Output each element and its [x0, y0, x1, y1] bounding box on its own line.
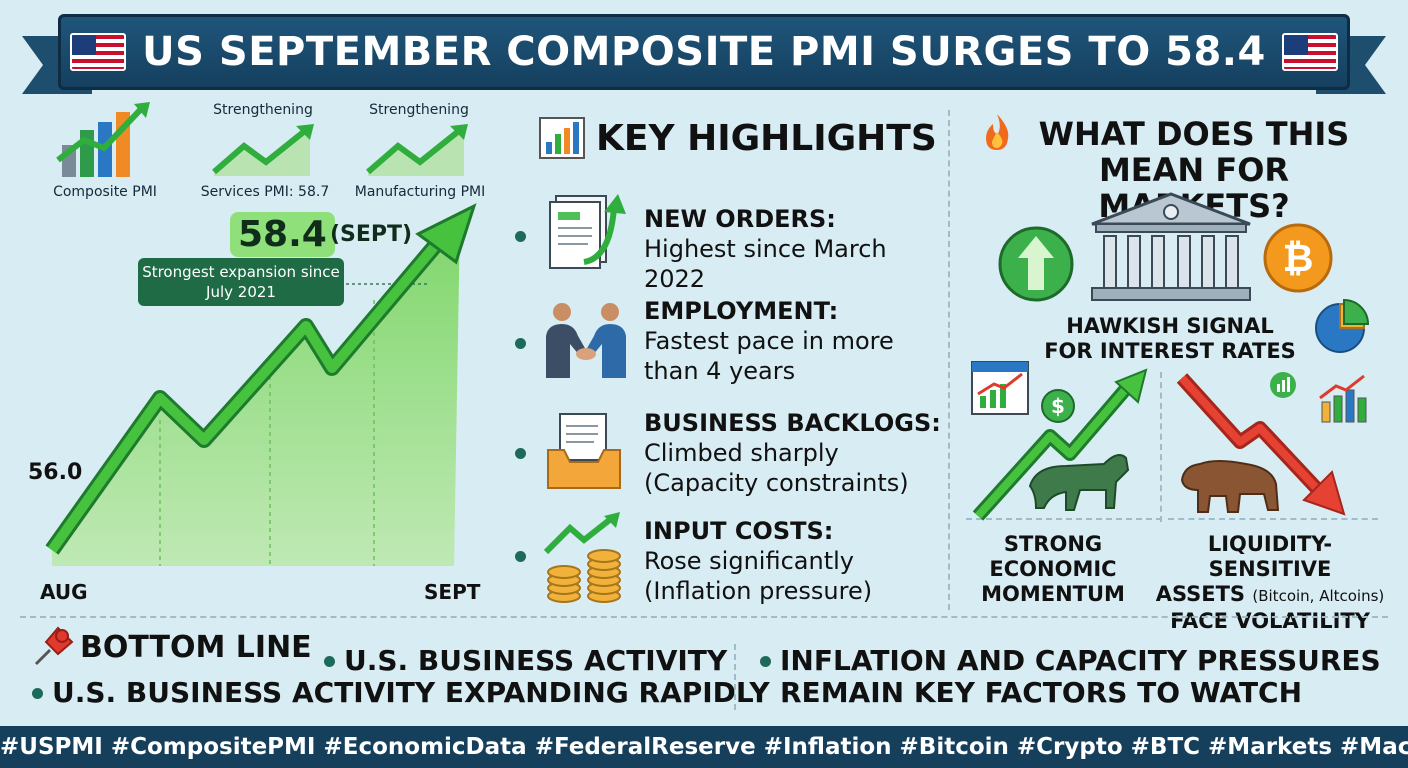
services-strength-label: Strengthening: [213, 102, 313, 118]
column-divider: [948, 110, 950, 610]
bitcoin-icon: ₿: [1263, 223, 1333, 293]
pmi-period: (SEPT): [330, 222, 413, 247]
highlight-heading: INPUT COSTS:: [644, 517, 834, 545]
highlight-body: Rose significantly (Inflation pressure): [644, 547, 873, 605]
pushpin-icon: [34, 626, 74, 666]
section-divider: [1168, 518, 1378, 520]
bitcoin-symbol: ₿: [1283, 236, 1314, 280]
page-title: US SEPTEMBER COMPOSITE PMI SURGES TO 58.…: [142, 29, 1266, 75]
bull-arrow-icon: [972, 368, 1148, 521]
x-axis-end: SEPT: [424, 580, 481, 604]
bear-label-assets: ASSETS: [1155, 582, 1246, 606]
highlight-body: Climbed sharply (Capacity constraints): [644, 439, 909, 497]
highlights-title: KEY HIGHLIGHTS: [596, 118, 937, 159]
bullet: [760, 656, 771, 667]
growth-chart-window-icon: [971, 361, 1029, 415]
bullet: [515, 231, 526, 242]
bear-arrow-icon: [1176, 373, 1346, 516]
hawkish-label: HAWKISH SIGNAL FOR INTEREST RATES: [1044, 314, 1296, 363]
coins-icon: [543, 512, 621, 603]
highlight-heading: BUSINESS BACKLOGS:: [644, 409, 941, 437]
start-value-label: 56.0: [28, 460, 83, 485]
services-pmi-label: Services PMI: 58.7: [200, 184, 330, 200]
up-arrow-circle-icon: [998, 226, 1074, 302]
header-banner: US SEPTEMBER COMPOSITE PMI SURGES TO 58.…: [22, 14, 1386, 100]
bear-label-line1: LIQUIDITY-SENSITIVE: [1207, 532, 1333, 581]
highlight-item: NEW ORDERS:: [644, 204, 944, 234]
manufacturing-pmi-label: Manufacturing PMI: [354, 184, 486, 200]
chart-arrow-head: [415, 203, 477, 265]
bullet: [324, 656, 335, 667]
us-flag-icon: [70, 33, 127, 71]
bear-label-small: (Bitcoin, Altcoins): [1252, 587, 1385, 605]
bear-label-line2: ASSETS (Bitcoin, Altcoins): [1152, 582, 1388, 609]
bullet: [515, 338, 526, 349]
bank-building-icon: [1091, 192, 1251, 301]
highlight-body: Fastest pace in more than 4 years: [644, 327, 894, 385]
bear-label: LIQUIDITY-SENSITIVE ASSETS (Bitcoin, Alt…: [1152, 532, 1388, 634]
bullet: [515, 551, 526, 562]
growth-bars-icon: [1319, 374, 1367, 423]
pmi-chart: [45, 203, 477, 566]
bottom-line-c2: REMAIN KEY FACTORS TO WATCH: [780, 676, 1303, 709]
pmi-value: 58.4: [230, 212, 335, 257]
composite-pmi-icon: [56, 102, 150, 177]
highlight-heading: NEW ORDERS:: [644, 205, 836, 233]
bull-label: STRONG ECONOMIC MOMENTUM: [981, 532, 1125, 606]
section-divider: [966, 518, 1162, 520]
mini-chart-icon: [1270, 372, 1296, 398]
banner-box: US SEPTEMBER COMPOSITE PMI SURGES TO 58.…: [58, 14, 1350, 90]
pie-chart-icon: [1315, 298, 1370, 353]
handshake-icon: [546, 303, 626, 378]
section-divider: [20, 616, 1388, 618]
trend-up-icon: [366, 124, 468, 176]
trend-up-icon: [212, 124, 314, 176]
composite-pmi-label: Composite PMI: [53, 184, 157, 200]
bottom-line-b: U.S. BUSINESS ACTIVITY EXPANDING RAPIDLY: [52, 676, 770, 709]
document-growth-icon: [549, 194, 626, 269]
bottom-line-a: U.S. BUSINESS ACTIVITY: [344, 644, 728, 677]
highlight-heading: EMPLOYMENT:: [644, 297, 839, 325]
inbox-tray-icon: [547, 413, 621, 489]
bullet: [515, 448, 526, 459]
chart-bars-icon: [539, 117, 585, 159]
bullet: [32, 688, 43, 699]
callout-strongest: Strongest expansion since July 2021: [138, 258, 344, 306]
bottom-line-c1: INFLATION AND CAPACITY PRESSURES: [780, 644, 1381, 677]
fire-icon: [986, 114, 1009, 150]
dollar-coin-icon: $: [1041, 389, 1075, 423]
dollar-symbol: $: [1051, 394, 1065, 418]
x-axis-start: AUG: [40, 580, 88, 604]
hashtag-footer: #USPMI #CompositePMI #EconomicData #Fede…: [0, 726, 1408, 768]
column-divider: [734, 644, 736, 710]
bottom-line-title: BOTTOM LINE: [80, 630, 312, 665]
column-divider: [1160, 372, 1162, 522]
us-flag-icon: [1281, 33, 1338, 71]
manufacturing-strength-label: Strengthening: [369, 102, 469, 118]
bear-label-line3: FACE VOLATILITY: [1170, 609, 1370, 633]
highlight-body: Highest since March 2022: [644, 235, 887, 293]
